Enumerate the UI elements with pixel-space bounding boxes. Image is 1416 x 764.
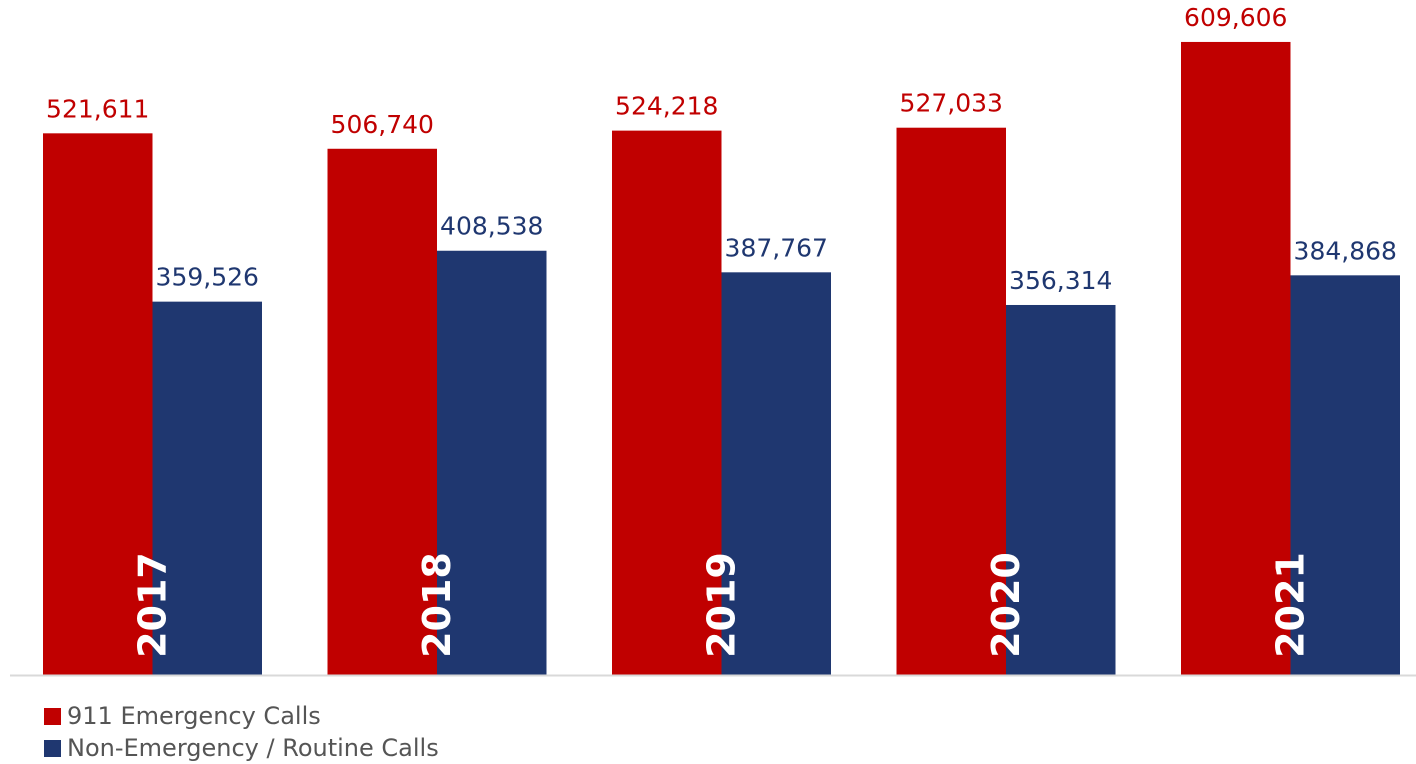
data-label-non-emergency-2019: 387,767 [725, 233, 828, 262]
data-label-non-emergency-2020: 356,314 [1009, 266, 1112, 295]
category-label-2021: 2021 [1269, 552, 1313, 658]
bar-non-emergency-2017 [152, 301, 262, 675]
bar-non-emergency-2019 [721, 272, 831, 675]
data-label-emergency-2021: 609,606 [1184, 3, 1287, 32]
data-label-emergency-2019: 524,218 [615, 92, 718, 121]
data-label-emergency-2017: 521,611 [46, 94, 149, 123]
bar-emergency-2021 [1181, 41, 1291, 675]
category-label-2018: 2018 [415, 552, 459, 658]
category-label-2017: 2017 [131, 552, 175, 658]
legend: 911 Emergency Calls Non-Emergency / Rout… [44, 700, 439, 764]
legend-swatch-non-emergency [44, 739, 61, 757]
legend-label-non-emergency: Non-Emergency / Routine Calls [67, 734, 439, 762]
legend-swatch-emergency [44, 707, 61, 725]
bar-non-emergency-2021 [1290, 275, 1400, 675]
legend-item-non-emergency: Non-Emergency / Routine Calls [44, 732, 439, 764]
data-label-emergency-2018: 506,740 [331, 110, 434, 139]
bar-emergency-2019 [612, 130, 722, 676]
data-label-non-emergency-2017: 359,526 [156, 263, 259, 292]
bar-non-emergency-2018 [437, 250, 547, 675]
data-label-non-emergency-2021: 384,868 [1294, 236, 1397, 265]
bar-non-emergency-2020 [1006, 304, 1116, 675]
data-label-emergency-2020: 527,033 [900, 89, 1003, 118]
bar-emergency-2018 [327, 148, 437, 675]
data-label-non-emergency-2018: 408,538 [440, 212, 543, 241]
legend-item-emergency: 911 Emergency Calls [44, 700, 439, 732]
category-label-2019: 2019 [700, 552, 744, 658]
bar-emergency-2017 [43, 133, 153, 676]
bar-emergency-2020 [896, 127, 1006, 675]
legend-label-emergency: 911 Emergency Calls [67, 702, 321, 730]
category-label-2020: 2020 [984, 552, 1028, 658]
